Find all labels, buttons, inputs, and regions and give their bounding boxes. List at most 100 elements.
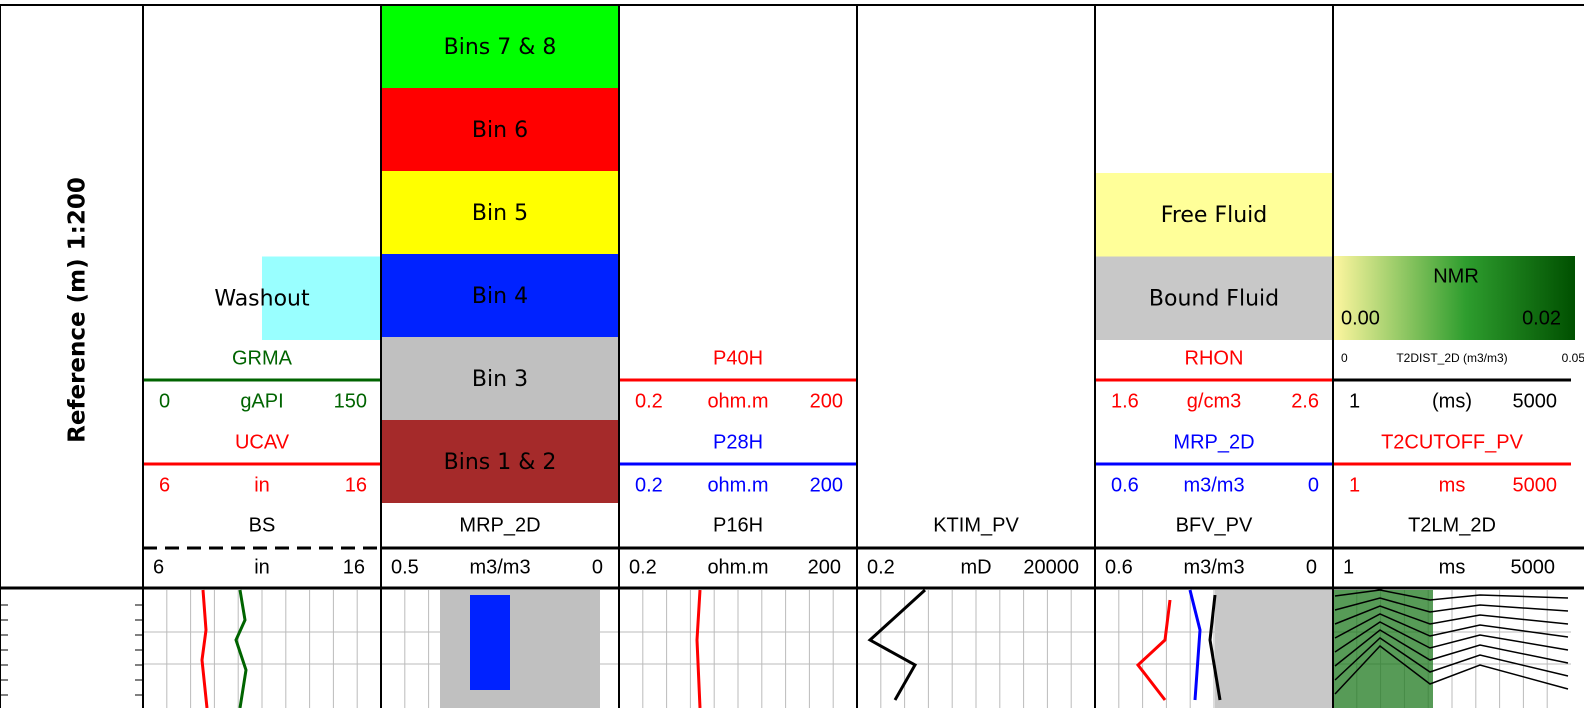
scale-min: 0.2 bbox=[629, 556, 657, 578]
bin-fill bbox=[381, 420, 619, 503]
log-curve bbox=[1334, 644, 1569, 695]
scale-unit: in bbox=[254, 474, 270, 496]
fill-label: Bound Fluid bbox=[1149, 287, 1279, 312]
scale-min: 0.6 bbox=[1111, 474, 1139, 496]
bin-fill bbox=[381, 171, 619, 254]
log-curve bbox=[200, 589, 209, 708]
scale-unit: ohm.m bbox=[707, 556, 768, 578]
scale-min: 0.2 bbox=[867, 556, 895, 578]
bin-label: Bins 1 & 2 bbox=[444, 450, 557, 475]
log-curve bbox=[1334, 629, 1569, 667]
scale-max: 200 bbox=[810, 474, 843, 496]
bin-fill bbox=[381, 254, 619, 337]
curve-name: GRMA bbox=[232, 347, 293, 369]
scale-max: 20000 bbox=[1023, 556, 1079, 578]
curve-name: UCAV bbox=[235, 431, 290, 453]
scale-unit: mD bbox=[960, 556, 991, 578]
scale-unit: m3/m3 bbox=[1183, 474, 1244, 496]
fill-pattern bbox=[1095, 256, 1333, 340]
scale-min: 0.2 bbox=[635, 390, 663, 412]
scale-min: 0.5 bbox=[391, 556, 419, 578]
scale-max: 16 bbox=[343, 556, 365, 578]
scale-unit: gAPI bbox=[240, 390, 283, 412]
scale-min: 1.6 bbox=[1111, 390, 1139, 412]
scale-unit: in bbox=[254, 556, 270, 578]
bin-fill bbox=[381, 88, 619, 171]
scale-max: 16 bbox=[345, 474, 367, 496]
color-scale-title: NMR bbox=[1433, 265, 1479, 287]
curve-name: P16H bbox=[713, 514, 763, 536]
scale-max: 150 bbox=[334, 390, 367, 412]
scale-min: 0.6 bbox=[1105, 556, 1133, 578]
curve-name: KTIM_PV bbox=[933, 514, 1019, 536]
scale-min: 6 bbox=[153, 556, 164, 578]
log-curve bbox=[1135, 599, 1172, 701]
log-fill bbox=[1215, 590, 1333, 708]
bin-label: Bin 6 bbox=[472, 118, 528, 143]
scale-min: 1 bbox=[1349, 390, 1360, 412]
scale-max: 0 bbox=[1306, 556, 1317, 578]
log-curve bbox=[234, 589, 248, 708]
depth-scale-label: Reference (m) 1:200 bbox=[65, 177, 91, 443]
log-curve bbox=[1334, 597, 1569, 613]
bin-label: Bins 7 & 8 bbox=[444, 35, 557, 60]
scale-max: 200 bbox=[808, 556, 841, 578]
log-curve bbox=[1334, 589, 1569, 601]
curve-name: RHON bbox=[1185, 347, 1244, 369]
scale-max: 200 bbox=[810, 390, 843, 412]
fill-label: Free Fluid bbox=[1161, 203, 1267, 228]
scale-min: 1 bbox=[1349, 474, 1360, 496]
scale-max: 5000 bbox=[1513, 474, 1558, 496]
log-curve bbox=[1334, 605, 1569, 625]
bin-label: Bin 5 bbox=[472, 201, 528, 226]
scale-min: 0.2 bbox=[635, 474, 663, 496]
scale-unit: m3/m3 bbox=[1183, 556, 1244, 578]
scale-max: 0 bbox=[592, 556, 603, 578]
scale-unit: g/cm3 bbox=[1187, 390, 1241, 412]
bin-fill bbox=[381, 5, 619, 88]
color-scale bbox=[1333, 256, 1575, 340]
scale-max: 2.6 bbox=[1291, 390, 1319, 412]
curve-name: BS bbox=[249, 514, 276, 536]
curve-name: T2LM_2D bbox=[1408, 514, 1496, 536]
log-curve bbox=[695, 589, 702, 708]
curve-name: P28H bbox=[713, 431, 763, 453]
curve-name: MRP_2D bbox=[459, 514, 540, 536]
fill-pattern bbox=[262, 256, 381, 340]
scale-max: 5000 bbox=[1511, 556, 1556, 578]
scale-unit: ohm.m bbox=[707, 474, 768, 496]
scale-min: 1 bbox=[1343, 556, 1354, 578]
log-fill bbox=[470, 595, 510, 690]
curve-name-max: 0.05 bbox=[1562, 351, 1584, 365]
curve-name: P40H bbox=[713, 347, 763, 369]
log-curve bbox=[867, 588, 927, 701]
color-scale-min: 0.00 bbox=[1341, 307, 1380, 329]
log-curve bbox=[1334, 637, 1569, 681]
scale-max: 5000 bbox=[1513, 390, 1558, 412]
scale-unit: (ms) bbox=[1432, 390, 1472, 412]
bin-label: Bin 4 bbox=[472, 284, 528, 309]
scale-min: 0 bbox=[159, 390, 170, 412]
scale-min: 6 bbox=[159, 474, 170, 496]
fill-label: Washout bbox=[214, 287, 310, 312]
scale-unit: ms bbox=[1439, 556, 1466, 578]
fill-pattern bbox=[1095, 173, 1333, 257]
scale-unit: ohm.m bbox=[707, 390, 768, 412]
bin-label: Bin 3 bbox=[472, 367, 528, 392]
color-scale-max: 0.02 bbox=[1522, 307, 1561, 329]
scale-unit: m3/m3 bbox=[469, 556, 530, 578]
scale-unit: ms bbox=[1439, 474, 1466, 496]
curve-name: T2DIST_2D (m3/m3) bbox=[1396, 351, 1507, 365]
bin-fill bbox=[381, 337, 619, 420]
log-fill bbox=[440, 590, 600, 708]
curve-name: MRP_2D bbox=[1173, 431, 1254, 453]
scale-max: 0 bbox=[1308, 474, 1319, 496]
log-curve bbox=[1188, 589, 1202, 701]
log-curve bbox=[1334, 621, 1569, 653]
curve-name: BFV_PV bbox=[1176, 514, 1253, 536]
curve-name-min: 0 bbox=[1341, 351, 1348, 365]
log-curve bbox=[1208, 594, 1222, 701]
log-curve bbox=[1334, 613, 1569, 639]
curve-name: T2CUTOFF_PV bbox=[1381, 431, 1524, 453]
